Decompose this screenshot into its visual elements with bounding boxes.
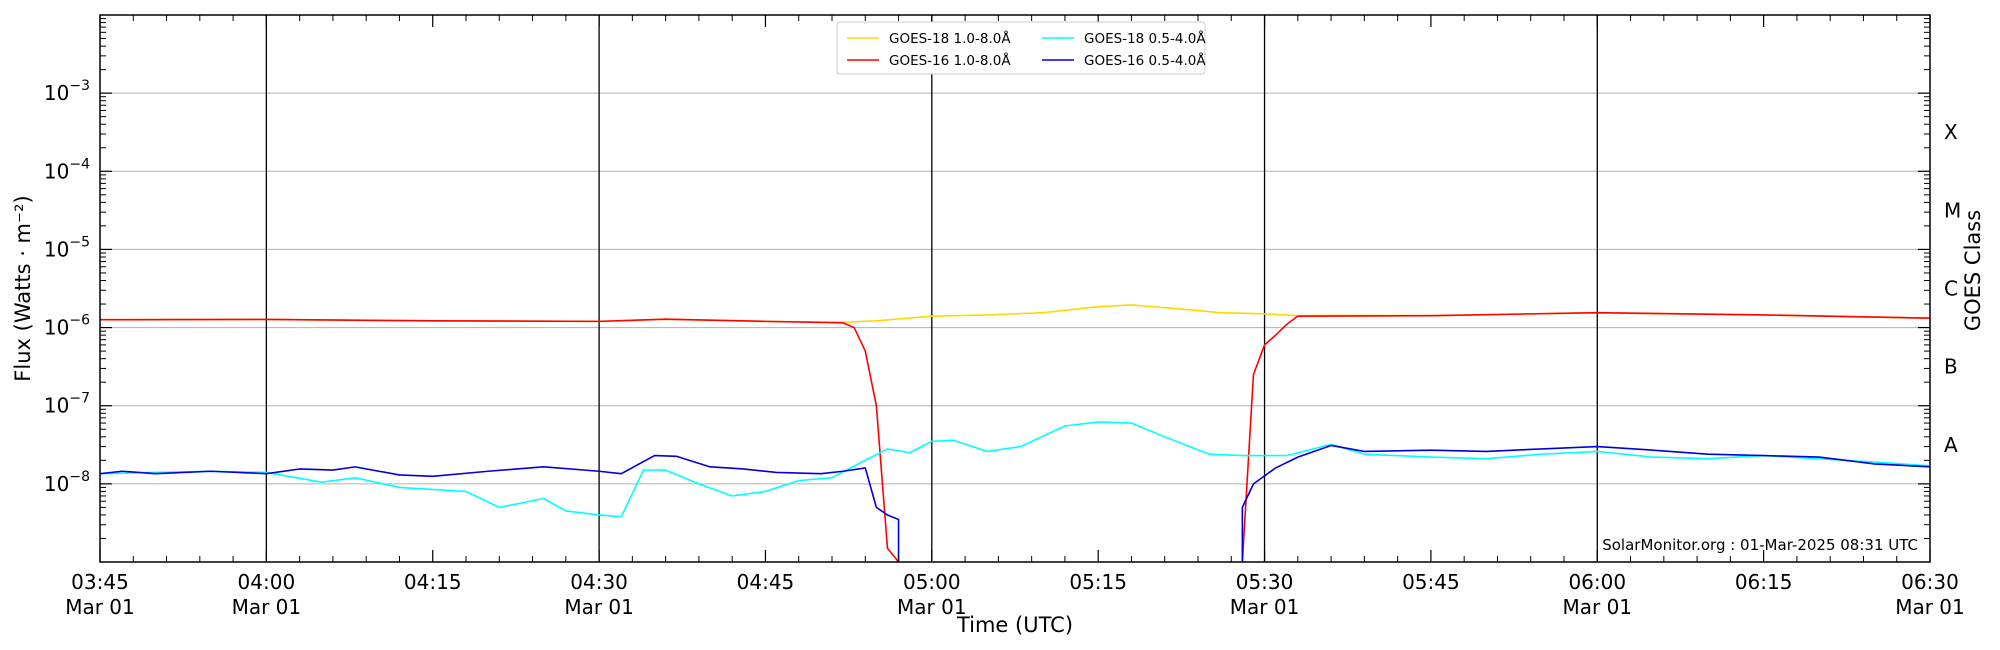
goes-class-label: A: [1944, 433, 1958, 457]
x-tick-time-label: 06:30: [1901, 570, 1959, 594]
x-tick-time-label: 04:30: [570, 570, 628, 594]
x-tick-date-label: Mar 01: [564, 595, 634, 619]
y-tick-base: 10: [44, 81, 69, 105]
goes-class-label: B: [1944, 355, 1958, 379]
legend-box: [836, 21, 1206, 75]
y-tick-exponent: −8: [69, 469, 90, 485]
goes-class-label: C: [1944, 277, 1958, 301]
time-marker-lines: [265, 15, 1598, 562]
y-tick-base: 10: [44, 472, 69, 496]
legend-entry: GOES-18 0.5-4.0Å: [1084, 30, 1206, 47]
y-tick-exponent: −5: [69, 234, 90, 250]
legend: GOES-18 1.0-8.0Å GOES-16 1.0-8.0Å GOES-18 …: [836, 21, 1206, 75]
x-tick-time-label: 04:00: [238, 570, 296, 594]
plot-frame: [99, 14, 1931, 563]
y-tick-base: 10: [44, 237, 69, 261]
y-tick-label: 10−6: [44, 313, 90, 340]
y-axis-label: Flux (Watts · m⁻²): [11, 195, 35, 381]
series-layer: [99, 304, 1931, 563]
y-tick-base: 10: [44, 394, 69, 418]
grid-layer: [100, 92, 1930, 485]
series-line-2: [99, 421, 1931, 518]
x-tick-date-label: Mar 01: [1895, 595, 1965, 619]
x-tick-date-label: Mar 01: [897, 595, 967, 619]
goes-class-axis-label: GOES Class: [1961, 210, 1985, 331]
y-tick-label: 10−3: [44, 78, 90, 105]
y-tick-exponent: −4: [69, 156, 90, 172]
y-tick-label: 10−4: [44, 156, 90, 183]
y-tick-exponent: −3: [69, 78, 90, 94]
x-tick-time-label: 06:00: [1568, 570, 1626, 594]
x-tick-time-label: 06:15: [1735, 570, 1793, 594]
x-tick-date-label: Mar 01: [1230, 595, 1300, 619]
x-tick-date-label: Mar 01: [65, 595, 135, 619]
legend-entry: GOES-18 1.0-8.0Å: [889, 30, 1011, 47]
y-tick-exponent: −7: [69, 391, 90, 407]
legend-entry: GOES-16 0.5-4.0Å: [1084, 52, 1206, 69]
x-tick-date-label: Mar 01: [1562, 595, 1632, 619]
x-tick-time-label: 05:30: [1236, 570, 1294, 594]
y-tick-base: 10: [44, 159, 69, 183]
y-tick-exponent: −6: [69, 313, 90, 329]
goes-class-label: X: [1944, 120, 1958, 144]
legend-entry: GOES-16 1.0-8.0Å: [889, 52, 1011, 69]
x-tick-time-label: 05:15: [1069, 570, 1127, 594]
x-tick-date-label: Mar 01: [232, 595, 302, 619]
x-tick-time-label: 04:15: [404, 570, 462, 594]
x-tick-time-label: 05:45: [1402, 570, 1460, 594]
goes-class-label: M: [1944, 198, 1961, 222]
series-line-3: [99, 444, 1931, 562]
y-tick-label: 10−7: [44, 391, 90, 418]
series-line-1: [99, 311, 1931, 563]
x-tick-time-label: 03:45: [71, 570, 129, 594]
credit-text: SolarMonitor.org : 01-Mar-2025 08:31 UTC: [1602, 536, 1918, 554]
y-tick-base: 10: [44, 316, 69, 340]
y-tick-label: 10−8: [44, 469, 90, 496]
x-tick-time-label: 05:00: [903, 570, 961, 594]
x-axis-label: Time (UTC): [956, 613, 1073, 637]
x-tick-time-label: 04:45: [737, 570, 795, 594]
y-tick-label: 10−5: [44, 234, 90, 261]
